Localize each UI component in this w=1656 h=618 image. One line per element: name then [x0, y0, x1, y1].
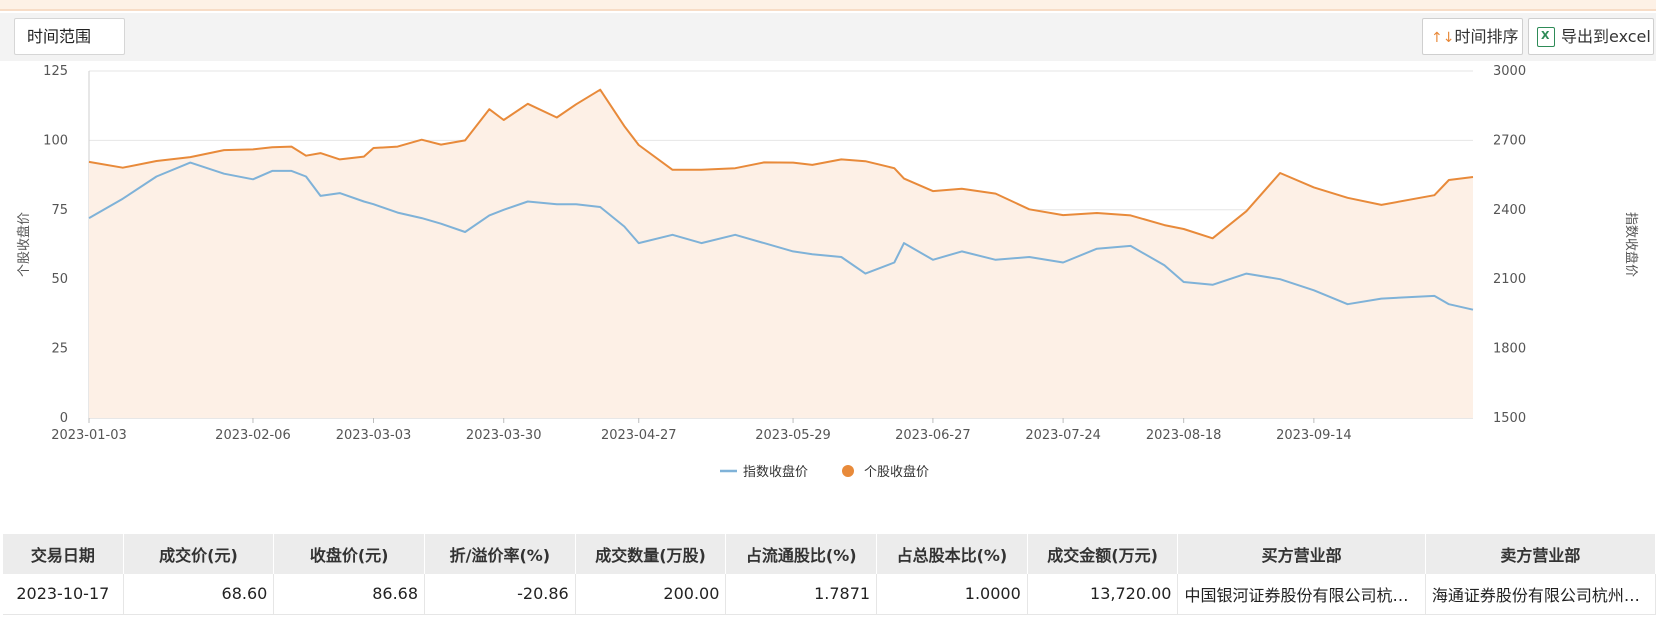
- x-tick-label: 2023-06-27: [895, 428, 971, 443]
- header-trade-date[interactable]: 交易日期: [3, 534, 124, 574]
- header-seller-branch[interactable]: 卖方营业部: [1425, 534, 1656, 574]
- cell-volume: 200.00: [575, 574, 727, 615]
- toolbar: 时间范围 ↑↓时间排序 导出到excel: [0, 13, 1656, 61]
- excel-file-icon: [1537, 27, 1555, 47]
- x-tick-label: 2023-08-18: [1146, 428, 1222, 443]
- x-tick-label: 2023-03-03: [336, 428, 412, 443]
- y-right-axis-title: 指数收盘价: [1623, 212, 1639, 277]
- header-float-ratio[interactable]: 占流通股比(%): [725, 534, 878, 574]
- x-tick-label: 2023-07-24: [1025, 428, 1101, 443]
- top-accent-bar: [0, 0, 1656, 11]
- cell-close-price: 86.68: [273, 574, 426, 615]
- x-tick-label: 2023-02-06: [215, 428, 291, 443]
- y-left-tick-label: 50: [51, 272, 68, 287]
- cell-total-ratio: 1.0000: [876, 574, 1028, 615]
- y-left-tick-label: 125: [43, 64, 68, 79]
- sort-arrows-icon: ↑↓: [1431, 30, 1455, 46]
- y-right-tick-label: 2700: [1493, 133, 1526, 148]
- header-close-price[interactable]: 收盘价(元): [273, 534, 426, 574]
- y-left-tick-label: 75: [51, 203, 68, 218]
- index-close-line: [88, 161, 1474, 311]
- x-tick-label: 2023-05-29: [755, 428, 831, 443]
- stock-close-line: [88, 88, 1474, 240]
- y-right-tick-label: 1500: [1493, 411, 1526, 426]
- table-header-row: 交易日期 成交价(元) 收盘价(元) 折/溢价率(%) 成交数量(万股) 占流通…: [3, 534, 1656, 574]
- block-trade-table: 交易日期 成交价(元) 收盘价(元) 折/溢价率(%) 成交数量(万股) 占流通…: [3, 534, 1656, 615]
- x-tick-label: 2023-09-14: [1276, 428, 1352, 443]
- time-range-button[interactable]: 时间范围: [14, 18, 125, 55]
- x-tick-label: 2023-03-30: [466, 428, 542, 443]
- header-buyer-branch[interactable]: 买方营业部: [1177, 534, 1426, 574]
- price-chart: 0 25 50 75 100 125 1500 1800 2100 2400 2700 3000 202…: [0, 61, 1656, 533]
- legend-index-label: 指数收盘价: [743, 464, 808, 480]
- y-left-tick-label: 25: [51, 342, 68, 357]
- legend-stock-marker: [842, 465, 854, 477]
- time-sort-label: 时间排序: [1454, 27, 1519, 46]
- cell-deal-price: 68.60: [123, 574, 275, 615]
- y-left-tick-label: 100: [43, 133, 68, 148]
- stock-area-fill: [89, 89, 1473, 418]
- cell-premium-rate: -20.86: [424, 574, 576, 615]
- time-sort-button[interactable]: ↑↓时间排序: [1422, 18, 1523, 55]
- header-volume[interactable]: 成交数量(万股): [575, 534, 727, 574]
- header-premium-rate[interactable]: 折/溢价率(%): [424, 534, 576, 574]
- legend-stock-label: 个股收盘价: [864, 464, 929, 480]
- table-row[interactable]: 2023-10-17 68.60 86.68 -20.86 200.00 1.7…: [3, 574, 1656, 615]
- header-amount[interactable]: 成交金额(万元): [1027, 534, 1179, 574]
- y-right-tick-label: 3000: [1493, 64, 1526, 79]
- y-left-axis-title: 个股收盘价: [16, 212, 32, 277]
- cell-buyer-branch[interactable]: 中国银河证券股份有限公司杭州…: [1177, 574, 1426, 615]
- y-right-tick-label: 2400: [1493, 203, 1526, 218]
- y-left-tick-label: 0: [60, 411, 68, 426]
- export-excel-label: 导出到excel: [1561, 27, 1651, 46]
- x-tick-label: 2023-04-27: [601, 428, 677, 443]
- export-excel-button[interactable]: 导出到excel: [1528, 18, 1654, 55]
- x-tick-label: 2023-01-03: [51, 428, 127, 443]
- price-chart-svg: 0 25 50 75 100 125 1500 1800 2100 2400 2700 3000 202…: [16, 64, 1639, 480]
- cell-seller-branch[interactable]: 海通证券股份有限公司杭州…: [1425, 574, 1656, 615]
- cell-float-ratio: 1.7871: [725, 574, 878, 615]
- y-right-tick-label: 1800: [1493, 342, 1526, 357]
- header-deal-price[interactable]: 成交价(元): [123, 534, 275, 574]
- y-right-tick-label: 2100: [1493, 272, 1526, 287]
- cell-trade-date: 2023-10-17: [3, 574, 124, 615]
- header-total-ratio[interactable]: 占总股本比(%): [876, 534, 1028, 574]
- cell-amount: 13,720.00: [1027, 574, 1179, 615]
